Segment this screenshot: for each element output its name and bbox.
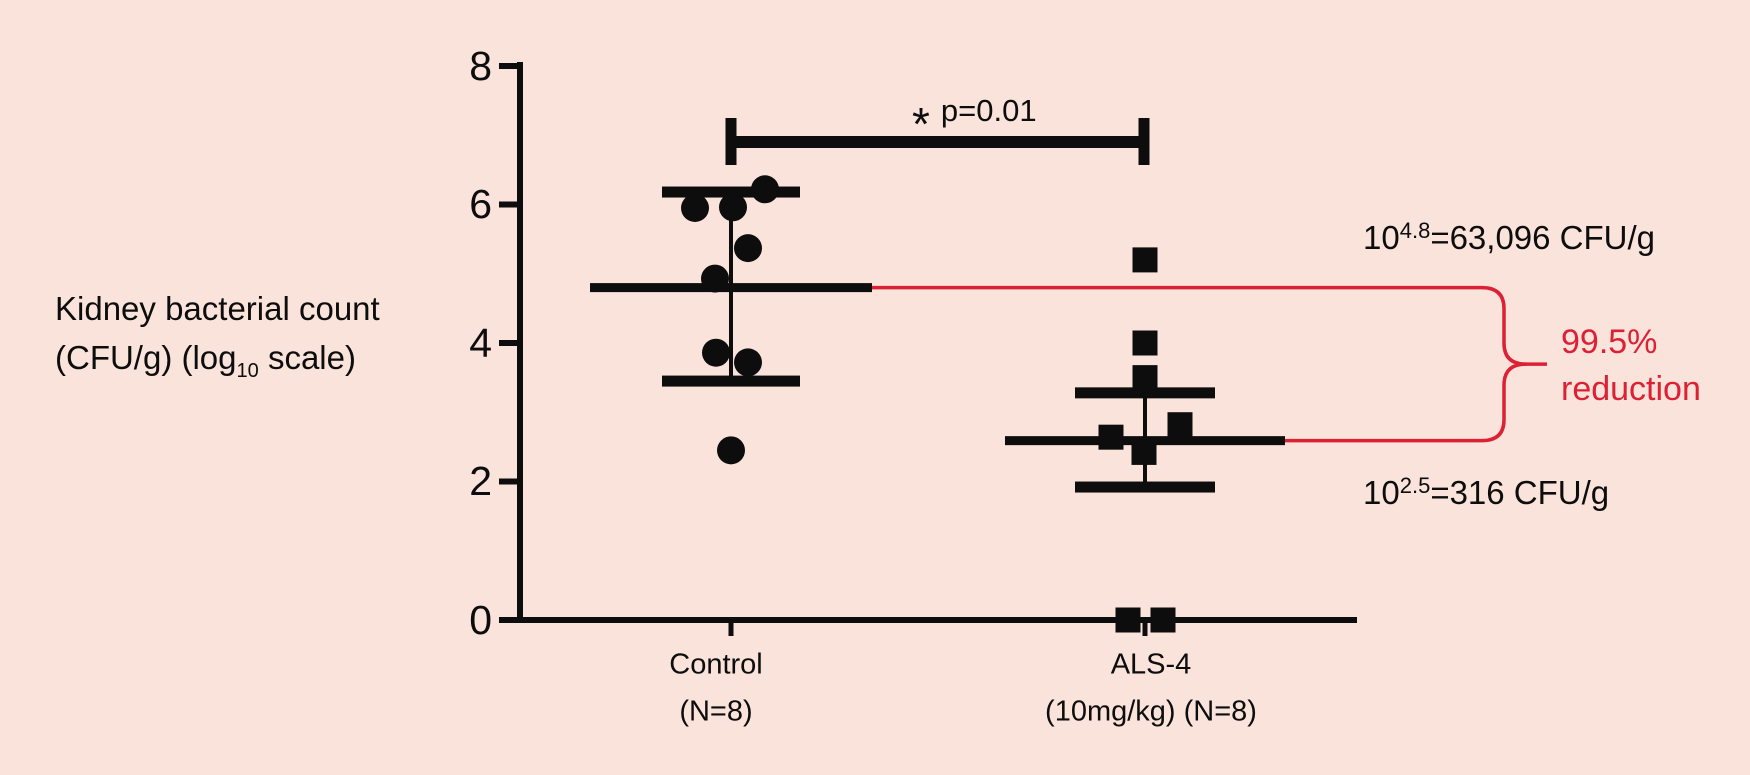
group-label-control-n: (N=8) xyxy=(679,695,753,728)
als4-data-point xyxy=(1167,412,1193,438)
reduction-callout: 99.5% reduction xyxy=(1561,319,1701,413)
als4-data-point xyxy=(1132,247,1158,273)
reduction-brace-upper xyxy=(872,285,1547,366)
control-data-point xyxy=(734,348,762,377)
significance-star: * xyxy=(912,98,930,150)
y-axis-tick xyxy=(499,201,517,208)
control-mean-line xyxy=(590,283,872,293)
reduction-brace-lower xyxy=(1285,362,1527,443)
control-data-point xyxy=(751,175,779,204)
y-tick-label-6: 6 xyxy=(469,181,492,227)
control-lower-cap xyxy=(662,375,800,387)
control-data-point xyxy=(719,193,747,222)
control-data-point xyxy=(734,234,762,263)
y-axis-title: Kidney bacterial count (CFU/g) (log10 sc… xyxy=(55,284,380,382)
y-axis-tick xyxy=(499,63,517,69)
als4-lower-cap xyxy=(1075,481,1215,493)
y-axis-tick xyxy=(499,340,517,346)
control-data-point xyxy=(717,436,745,465)
als4-data-point xyxy=(1115,607,1141,633)
y-axis-line xyxy=(517,62,523,623)
y-axis-title-line2: (CFU/g) (log10 scale) xyxy=(55,339,356,382)
y-tick-label-2: 2 xyxy=(469,458,492,504)
y-axis-title-line1: Kidney bacterial count xyxy=(55,290,380,327)
als4-data-point xyxy=(1131,439,1157,465)
y-axis-tick xyxy=(499,478,517,485)
significance-label: * p=0.01 xyxy=(912,93,1037,148)
group-label-als4: ALS-4 xyxy=(1110,648,1192,681)
significance-bar xyxy=(725,136,1150,148)
group-label-als4-dose: (10mg/kg) (N=8) xyxy=(1045,695,1257,728)
als4-data-point xyxy=(1132,330,1158,356)
x-axis-tick xyxy=(728,623,734,636)
group-label-control: Control xyxy=(669,648,763,681)
als4-data-point xyxy=(1098,424,1124,450)
significance-p-value: p=0.01 xyxy=(940,93,1037,128)
y-axis-tick xyxy=(499,617,517,623)
als4-upper-cap xyxy=(1075,387,1215,399)
als4-data-point xyxy=(1132,365,1158,391)
control-data-point xyxy=(681,193,709,222)
x-axis-line xyxy=(517,617,1357,623)
reduction-percent: 99.5% xyxy=(1561,323,1658,361)
exponent: 4.8 xyxy=(1399,218,1431,243)
y-tick-label-4: 4 xyxy=(469,320,492,366)
x-axis-tick xyxy=(1142,623,1148,636)
control-mean-cfu-annotation: 104.8=63,096 CFU/g xyxy=(1363,218,1656,256)
reduction-word: reduction xyxy=(1561,370,1701,408)
log-subscript: 10 xyxy=(236,360,259,382)
control-data-point xyxy=(701,264,729,293)
control-upper-cap xyxy=(662,186,800,198)
als4-data-point xyxy=(1150,607,1176,633)
als4-mean-cfu-annotation: 102.5=316 CFU/g xyxy=(1363,473,1610,511)
exponent: 2.5 xyxy=(1399,473,1431,498)
y-tick-label-8: 8 xyxy=(469,43,492,89)
control-data-point xyxy=(702,338,730,367)
y-tick-label-0: 0 xyxy=(469,597,492,643)
